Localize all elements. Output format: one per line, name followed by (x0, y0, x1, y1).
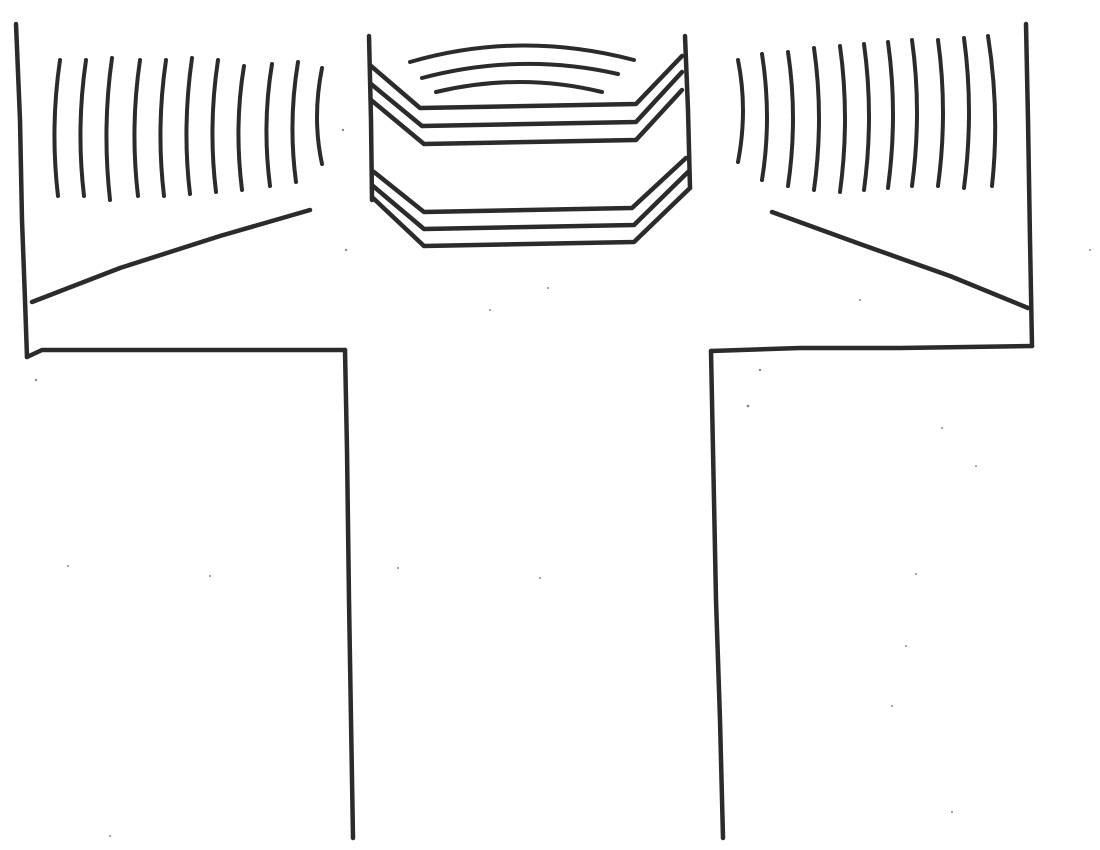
left-hatch-lines (52, 56, 324, 202)
right-hatch-line (910, 38, 919, 188)
right-inner-edge (708, 348, 726, 841)
left-hatch-line (290, 60, 300, 184)
right-hatch-line (812, 46, 821, 192)
right-hatch-line (936, 38, 945, 188)
collar-stripe (370, 169, 691, 232)
speck (951, 811, 953, 813)
left-hatch-line (264, 62, 274, 188)
left-hatch-line (52, 58, 62, 198)
speck (489, 309, 491, 311)
collar-stripe (371, 155, 689, 215)
left-diagonal-line (29, 207, 313, 305)
speck (109, 835, 111, 837)
right-hatch-line (736, 58, 745, 164)
speck (397, 567, 399, 569)
left-outer-edge (13, 21, 30, 360)
left-inner-edge (342, 347, 356, 841)
right-hatch-line (786, 50, 795, 188)
right-panel (708, 21, 1035, 841)
speck (209, 575, 211, 577)
center-collar (366, 33, 693, 249)
right-bottom-edge (708, 343, 1035, 354)
speck (67, 565, 69, 567)
speck (547, 287, 549, 289)
speck (859, 299, 861, 301)
left-hatch-line (104, 56, 114, 202)
collar-stripe (368, 53, 685, 111)
speck (344, 248, 348, 252)
paper-specks (34, 128, 1091, 837)
speck (891, 705, 893, 707)
collar-arc (420, 61, 620, 80)
right-hatch-line (862, 42, 871, 192)
collar-arc (408, 43, 636, 64)
right-hatch-line (760, 52, 769, 182)
left-hatch-line (78, 58, 88, 198)
right-hatch-lines (736, 34, 998, 194)
right-hatch-line (986, 34, 998, 188)
right-hatch-line (962, 36, 971, 190)
collar-left-edge (366, 33, 375, 203)
speck (941, 427, 943, 429)
speck (746, 404, 750, 408)
collar-lower-stripes (370, 155, 693, 249)
left-panel (13, 21, 356, 841)
speck (341, 128, 345, 132)
collar-arc (434, 80, 604, 94)
right-outer-edge (1023, 21, 1035, 349)
left-hatch-line (315, 66, 324, 166)
collar-stripe (370, 185, 693, 249)
right-hatch-line (886, 40, 895, 190)
left-hatch-line (236, 64, 246, 192)
right-hatch-line (838, 44, 847, 194)
speck (758, 368, 762, 372)
collar-arcs (408, 43, 636, 94)
left-hatch-line (158, 58, 168, 198)
left-hatch-line (210, 58, 220, 194)
left-hatch-line (132, 58, 142, 198)
right-diagonal-line (769, 209, 1031, 311)
left-hatch-line (184, 56, 194, 196)
collar-stripe (368, 69, 685, 129)
collar-upper-stripes (368, 53, 685, 147)
speck (539, 577, 541, 579)
left-bottom-edge (24, 347, 348, 360)
collar-right-edge (682, 33, 693, 191)
speck (1089, 249, 1091, 251)
collar-stripe (368, 87, 685, 147)
speck (905, 645, 907, 647)
speck (975, 465, 977, 467)
speck (34, 378, 38, 382)
speck (915, 573, 917, 575)
